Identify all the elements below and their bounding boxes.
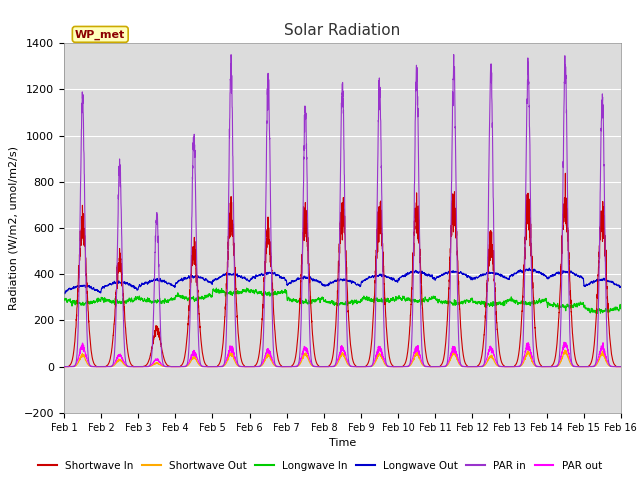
X-axis label: Time: Time: [329, 438, 356, 448]
Title: Solar Radiation: Solar Radiation: [284, 23, 401, 38]
Text: WP_met: WP_met: [75, 29, 125, 39]
Legend: Shortwave In, Shortwave Out, Longwave In, Longwave Out, PAR in, PAR out: Shortwave In, Shortwave Out, Longwave In…: [34, 456, 606, 475]
Y-axis label: Radiation (W/m2, umol/m2/s): Radiation (W/m2, umol/m2/s): [8, 146, 18, 310]
